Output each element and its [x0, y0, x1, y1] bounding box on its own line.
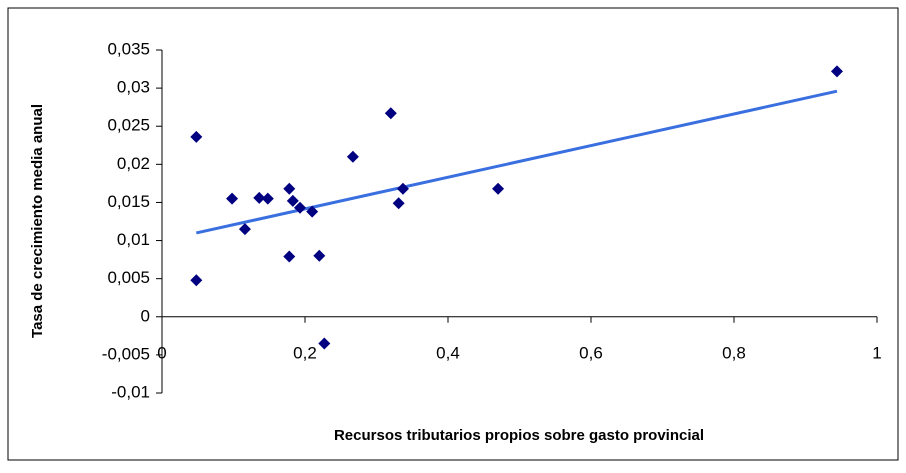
x-axis-label: Recursos tributarios propios sobre gasto…: [334, 427, 704, 444]
point: [261, 192, 274, 205]
y-tick-label: 0,02: [117, 154, 150, 173]
x-tick-label: 0,8: [722, 343, 746, 362]
point: [253, 191, 266, 204]
point: [293, 201, 306, 214]
x-tick-label: 0,4: [436, 343, 460, 362]
y-tick-label: 0,015: [107, 192, 150, 211]
y-tick-label: 0,025: [107, 116, 150, 135]
x-tick-label: 0: [157, 343, 166, 362]
point: [238, 223, 251, 236]
point: [313, 249, 326, 262]
point: [830, 65, 843, 78]
point: [384, 107, 397, 120]
point: [392, 197, 405, 210]
point: [283, 182, 296, 195]
x-tick-label: 1: [872, 343, 881, 362]
y-tick-label: 0,035: [107, 39, 150, 58]
y-axis-label: Tasa de crecimiento media anual: [29, 104, 46, 338]
point: [396, 182, 409, 195]
point: [492, 182, 505, 195]
point: [190, 130, 203, 143]
x-tick-label: 0,2: [293, 343, 317, 362]
point: [318, 337, 331, 350]
point: [226, 192, 239, 205]
x-tick-label: 0,6: [579, 343, 603, 362]
chart-border: [7, 7, 899, 461]
point: [190, 274, 203, 287]
y-tick-label: -0,01: [111, 382, 150, 401]
y-tick-label: 0,005: [107, 268, 150, 287]
y-tick-label: 0: [141, 306, 150, 325]
point: [283, 250, 296, 263]
point: [346, 150, 359, 163]
y-tick-label: 0,01: [117, 230, 150, 249]
y-tick-label: 0,03: [117, 78, 150, 97]
point: [286, 194, 299, 207]
point: [306, 205, 319, 218]
y-tick-label: -0,005: [102, 344, 150, 363]
